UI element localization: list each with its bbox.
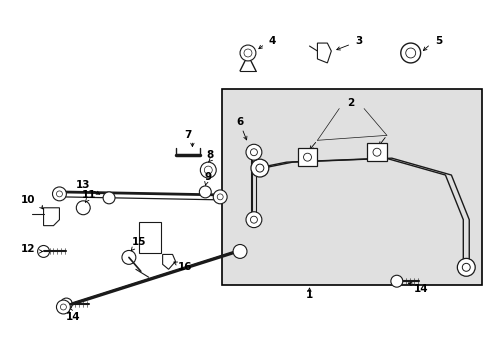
Bar [222, 89, 481, 285]
Text: 15: 15 [131, 237, 146, 247]
Text: 3: 3 [355, 36, 362, 46]
Text: 10: 10 [20, 195, 35, 205]
Text: 11: 11 [82, 190, 96, 200]
Text: 14: 14 [412, 284, 427, 294]
Circle shape [38, 246, 49, 257]
Text: 1: 1 [305, 290, 312, 300]
Circle shape [199, 186, 211, 198]
Text: 13: 13 [76, 180, 90, 190]
Circle shape [303, 153, 311, 161]
Text: 4: 4 [267, 36, 275, 46]
Circle shape [456, 258, 474, 276]
Circle shape [61, 298, 72, 310]
Circle shape [250, 159, 268, 177]
Text: 5: 5 [434, 36, 441, 46]
Bar [297, 148, 317, 166]
Text: 8: 8 [206, 150, 213, 160]
Circle shape [200, 162, 216, 178]
Circle shape [56, 191, 62, 197]
Circle shape [213, 190, 226, 204]
Circle shape [255, 164, 264, 172]
Circle shape [461, 264, 469, 271]
Circle shape [372, 148, 380, 156]
Circle shape [245, 212, 262, 228]
Polygon shape [317, 43, 331, 63]
Circle shape [250, 149, 257, 156]
Circle shape [390, 275, 402, 287]
Circle shape [122, 251, 136, 264]
Circle shape [240, 45, 255, 61]
Circle shape [103, 192, 115, 204]
Text: 9: 9 [204, 172, 211, 182]
Circle shape [204, 166, 212, 174]
Circle shape [400, 43, 420, 63]
Circle shape [217, 194, 223, 200]
Circle shape [245, 144, 262, 160]
Bar [139, 222, 161, 253]
Text: 7: 7 [184, 130, 192, 140]
Text: 2: 2 [347, 98, 354, 108]
Circle shape [250, 216, 257, 223]
Circle shape [61, 304, 66, 310]
Polygon shape [163, 255, 175, 269]
Text: 6: 6 [236, 117, 243, 127]
Text: 12: 12 [20, 244, 35, 255]
Circle shape [52, 187, 66, 201]
Text: 14: 14 [66, 312, 81, 322]
Circle shape [56, 300, 70, 314]
Circle shape [405, 48, 415, 58]
Circle shape [244, 49, 251, 57]
Circle shape [76, 201, 90, 215]
Bar [366, 143, 386, 161]
Text: 16: 16 [178, 262, 192, 272]
Circle shape [233, 244, 246, 258]
Polygon shape [43, 208, 60, 226]
